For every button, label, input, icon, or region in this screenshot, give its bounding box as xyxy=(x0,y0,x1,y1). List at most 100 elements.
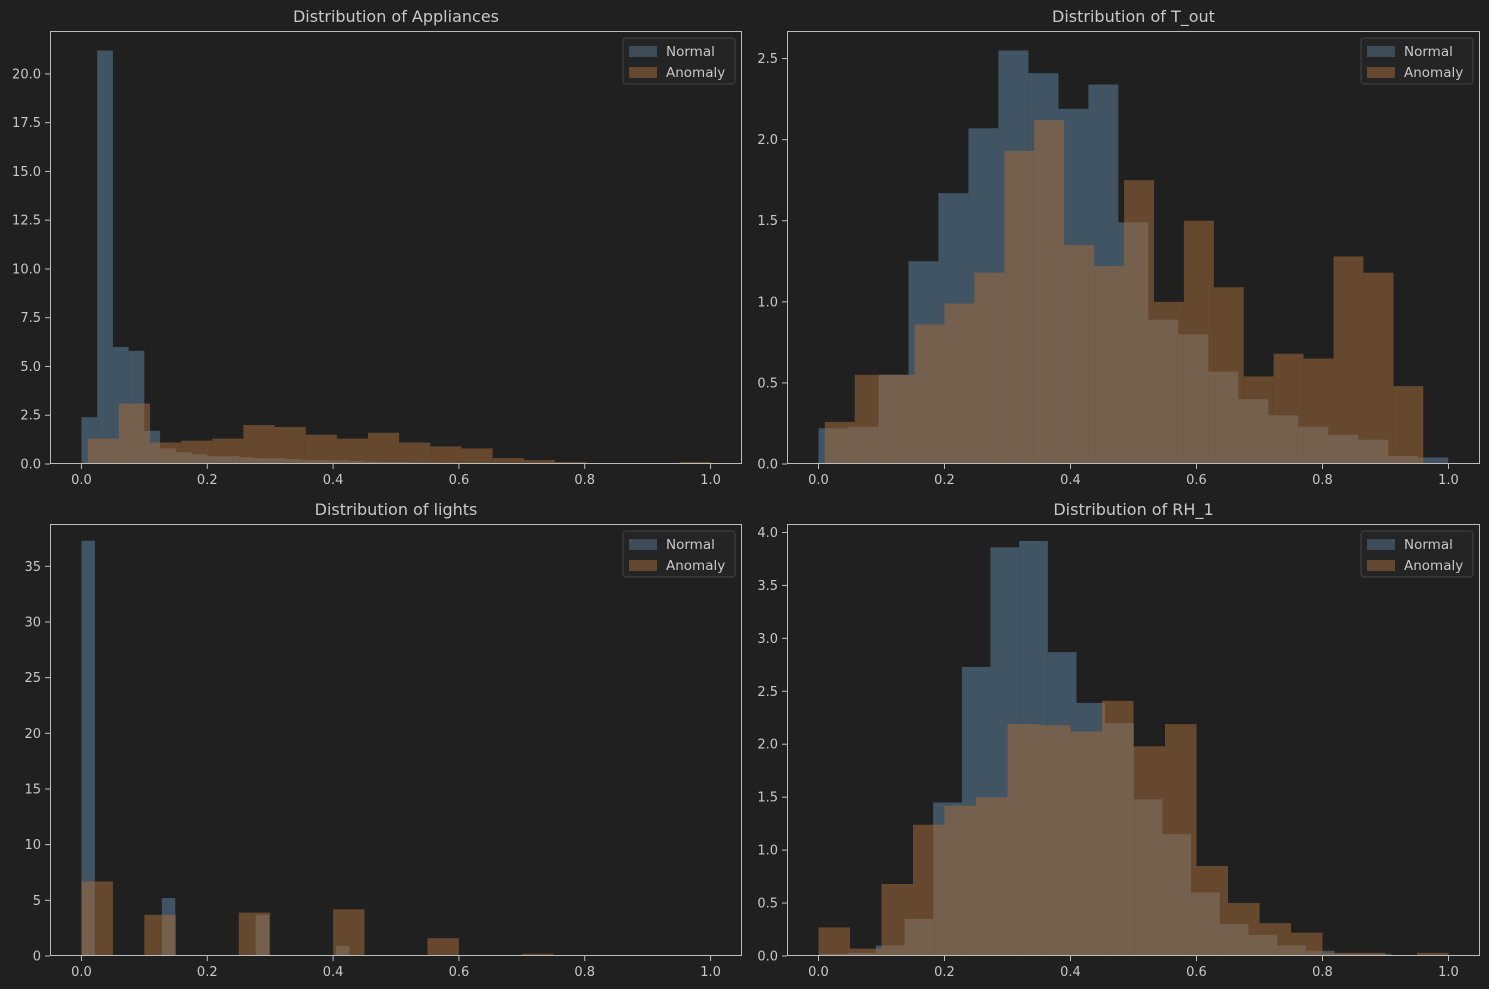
bar-anomaly xyxy=(118,403,151,464)
histogram-svg: 0.0 0.2 0.4 0.6 0.8 1.0 0.0 0.5 1.0 1.5 2.0 2.5 Norm… xyxy=(757,31,1480,488)
y-tick-label: 17.5 xyxy=(12,116,41,131)
x-tick-label: 0.0 xyxy=(71,965,92,980)
y-tick-label: 0.5 xyxy=(757,897,778,912)
y-tick-label: 10.0 xyxy=(12,262,41,277)
bar-anomaly xyxy=(1153,301,1184,464)
x-tick-label: 0.8 xyxy=(1312,473,1333,488)
bar-anomaly xyxy=(238,912,271,956)
y-tick-label: 20 xyxy=(24,727,41,742)
histogram-svg: 0.0 0.2 0.4 0.6 0.8 1.0 0.0 2.5 5.0 7.5 10.0 12.5 15… xyxy=(12,31,742,488)
legend: Normal Anomaly xyxy=(622,530,736,578)
x-tick-label: 0.4 xyxy=(1060,473,1081,488)
axes-frame xyxy=(787,31,1480,464)
legend-swatch-anomaly xyxy=(1367,67,1395,78)
bar-anomaly xyxy=(1333,256,1364,464)
x-tick-label: 1.0 xyxy=(1438,473,1459,488)
axes-frame xyxy=(787,524,1480,956)
y-tick-label: 15.0 xyxy=(12,165,41,180)
x-tick-label: 1.0 xyxy=(1438,965,1459,980)
y-tick-label: 2.0 xyxy=(757,133,778,148)
y-tick-label: 0.0 xyxy=(20,458,41,473)
bar-anomaly xyxy=(181,440,213,464)
subplot-4: Distribution of RH_1 0.0 0.2 0.4 0.6 0.8 1.0 0.… xyxy=(737,500,1488,986)
x-tick-label: 0.8 xyxy=(574,965,595,980)
bar-anomaly xyxy=(523,460,555,464)
bar-anomaly xyxy=(974,272,1005,464)
y-tick-label: 15 xyxy=(24,782,41,797)
legend-swatch-anomaly xyxy=(1367,560,1395,571)
bar-anomaly xyxy=(87,438,119,464)
subplot-title: Distribution of Appliances xyxy=(292,7,499,26)
y-tick-label: 0.5 xyxy=(757,376,778,391)
legend-label-anomaly: Anomaly xyxy=(666,65,725,81)
x-tick-label: 0.4 xyxy=(1060,965,1081,980)
bar-anomaly xyxy=(1303,358,1334,464)
bar-anomaly xyxy=(1102,700,1134,956)
series-anomaly xyxy=(81,881,554,956)
x-tick-label: 1.0 xyxy=(700,965,721,980)
y-tick-label: 1.5 xyxy=(757,791,778,806)
bar-anomaly xyxy=(1213,287,1244,464)
legend: Normal Anomaly xyxy=(622,37,736,85)
series-anomaly xyxy=(818,700,1449,956)
bar-anomaly xyxy=(1064,245,1095,464)
x-tick-label: 0.2 xyxy=(934,473,955,488)
bar-anomaly xyxy=(521,953,554,956)
bar-anomaly xyxy=(212,438,244,464)
series-anomaly xyxy=(824,120,1424,464)
x-tick-label: 0.2 xyxy=(197,965,218,980)
bar-anomaly xyxy=(1034,120,1065,464)
plot-area xyxy=(50,31,742,464)
subplot-title: Distribution of lights xyxy=(314,500,478,519)
y-tick-label: 12.5 xyxy=(12,214,41,229)
bar-anomaly xyxy=(1183,220,1214,464)
x-tick-label: 0.6 xyxy=(1186,965,1207,980)
bar-anomaly xyxy=(333,909,365,956)
axes-frame xyxy=(50,524,742,956)
bar-anomaly xyxy=(944,303,975,464)
legend: Normal Anomaly xyxy=(1360,37,1474,85)
bar-anomaly xyxy=(1124,180,1154,464)
bar-anomaly xyxy=(944,805,976,956)
legend-swatch-normal xyxy=(1367,539,1395,550)
bar-anomaly xyxy=(1393,386,1424,464)
bar-anomaly xyxy=(461,448,493,464)
bar-anomaly xyxy=(1007,724,1039,956)
y-tick-label: 2.5 xyxy=(757,52,778,67)
y-tick-label: 4.0 xyxy=(757,526,778,541)
y-tick-label: 25 xyxy=(24,671,41,686)
legend-swatch-normal xyxy=(629,539,657,550)
bar-anomaly xyxy=(1094,266,1125,464)
y-tick-label: 2.0 xyxy=(757,738,778,753)
bar-anomaly xyxy=(1228,903,1260,956)
bar-anomaly xyxy=(913,824,945,956)
y-tick-label: 10 xyxy=(24,838,41,853)
x-tick-label: 0.4 xyxy=(323,965,344,980)
bar-anomaly xyxy=(1004,151,1035,464)
x-tick-label: 1.0 xyxy=(700,473,721,488)
x-tick-label: 0.0 xyxy=(808,965,829,980)
bar-anomaly xyxy=(818,927,850,956)
bar-anomaly xyxy=(1165,724,1197,956)
y-tick-label: 2.5 xyxy=(20,409,41,424)
subplot-3: Distribution of lights 0.0 0.2 0.4 0.6 0.8 1.0… xyxy=(0,500,750,986)
bar-anomaly xyxy=(1322,952,1354,956)
bar-anomaly xyxy=(1133,746,1165,956)
bar-anomaly xyxy=(1354,952,1386,956)
y-tick-label: 5.0 xyxy=(20,360,41,375)
y-tick-label: 3.5 xyxy=(757,579,778,594)
bar-anomaly xyxy=(1291,932,1323,956)
x-tick-label: 0.4 xyxy=(323,473,344,488)
y-tick-label: 5 xyxy=(33,894,41,909)
bar-anomaly xyxy=(336,438,369,464)
y-tick-label: 0.0 xyxy=(757,458,778,473)
bar-anomaly xyxy=(1273,353,1304,464)
plot-area xyxy=(50,524,742,956)
y-tick-label: 0.0 xyxy=(757,950,778,965)
bar-anomaly xyxy=(1196,866,1228,956)
bar-anomaly xyxy=(150,442,182,464)
bar-anomaly xyxy=(1039,725,1071,956)
bar-anomaly xyxy=(884,374,915,464)
x-tick-label: 0.0 xyxy=(808,473,829,488)
